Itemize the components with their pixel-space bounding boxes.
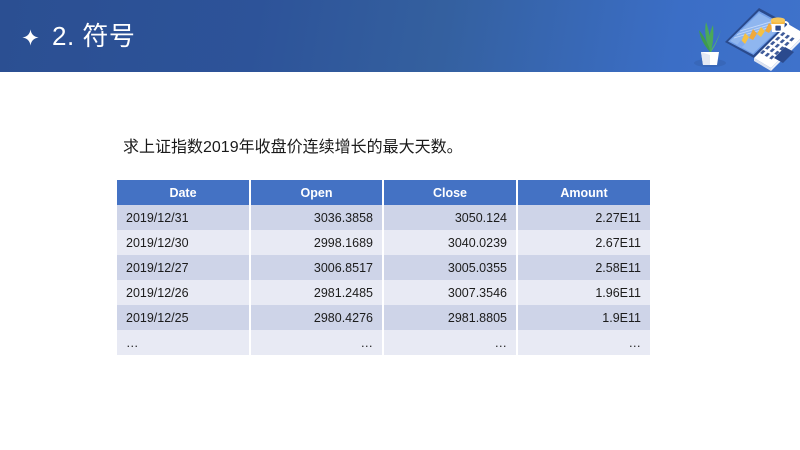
cell-close: 3005.0355: [383, 255, 518, 280]
cell-date: 2019/12/31: [117, 205, 251, 230]
cell-open: 3006.8517: [250, 255, 384, 280]
cell-amount: 2.67E11: [517, 230, 650, 255]
cell-close: 3040.0239: [383, 230, 518, 255]
sparkle-icon: [22, 28, 39, 46]
cell-close: 3007.3546: [383, 280, 518, 305]
cell-amount: 1.96E11: [517, 280, 650, 305]
cell-open: 3036.3858: [250, 205, 384, 230]
table-row-ellipsis: … … … …: [117, 330, 650, 355]
cell-close: 3050.124: [383, 205, 518, 230]
laptop-keyboard: [754, 24, 800, 71]
slide-body: 求上证指数2019年收盘价连续增长的最大天数。 Date Open Close …: [0, 72, 800, 450]
plant-icon: [699, 22, 721, 65]
table-row: 2019/12/30 2998.1689 3040.0239 2.67E11: [117, 230, 650, 255]
cell-open: 2981.2485: [250, 280, 384, 305]
cell-amount: …: [517, 330, 650, 355]
page-title: 2. 符号: [52, 21, 136, 51]
cell-open: …: [250, 330, 384, 355]
header-title-group: 2. 符号: [22, 0, 135, 72]
cell-date: …: [117, 330, 251, 355]
stock-data-table: Date Open Close Amount 2019/12/31 3036.3…: [117, 180, 650, 355]
question-text: 求上证指数2019年收盘价连续增长的最大天数。: [123, 139, 463, 156]
column-header-close: Close: [383, 180, 518, 205]
laptop-icon: [725, 8, 788, 58]
table-row: 2019/12/31 3036.3858 3050.124 2.27E11: [117, 205, 650, 230]
cell-amount: 2.27E11: [517, 205, 650, 230]
table-header: Date Open Close Amount: [117, 180, 650, 205]
cell-close: …: [383, 330, 518, 355]
cell-date: 2019/12/30: [117, 230, 251, 255]
bar-chart-icon: [737, 23, 773, 48]
cell-open: 2998.1689: [250, 230, 384, 255]
cell-amount: 1.9E11: [517, 305, 650, 330]
coffee-mug-icon: [771, 17, 790, 32]
laptop-chart-illustration: [670, 0, 800, 72]
column-header-amount: Amount: [517, 180, 650, 205]
table-row: 2019/12/26 2981.2485 3007.3546 1.96E11: [117, 280, 650, 305]
cell-date: 2019/12/25: [117, 305, 251, 330]
cell-open: 2980.4276: [250, 305, 384, 330]
table-body: 2019/12/31 3036.3858 3050.124 2.27E11 20…: [117, 205, 650, 355]
table-header-row: Date Open Close Amount: [117, 180, 650, 205]
cell-amount: 2.58E11: [517, 255, 650, 280]
table-row: 2019/12/25 2980.4276 2981.8805 1.9E11: [117, 305, 650, 330]
cell-date: 2019/12/26: [117, 280, 251, 305]
column-header-open: Open: [250, 180, 384, 205]
cell-date: 2019/12/27: [117, 255, 251, 280]
column-header-date: Date: [117, 180, 251, 205]
cell-close: 2981.8805: [383, 305, 518, 330]
table-row: 2019/12/27 3006.8517 3005.0355 2.58E11: [117, 255, 650, 280]
slide-header: 2. 符号: [0, 0, 800, 72]
